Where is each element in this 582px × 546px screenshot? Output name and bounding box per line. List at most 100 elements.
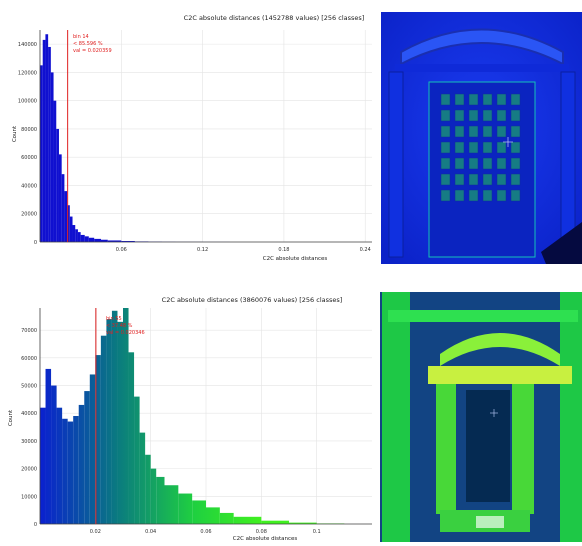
door-panel	[511, 190, 520, 201]
histogram-bar	[70, 217, 73, 242]
marker-label-bin: bin 14	[73, 34, 89, 40]
histogram-bar	[56, 129, 59, 242]
histogram-bar	[68, 422, 74, 524]
histogram-bar	[75, 229, 78, 242]
histogram-bar	[134, 397, 140, 524]
door-panel	[511, 142, 520, 153]
x-tick-label: 0.18	[278, 247, 289, 253]
y-tick-label: 20000	[21, 212, 37, 218]
door-panel	[469, 94, 478, 105]
histogram-bar	[156, 477, 164, 524]
door-panel	[455, 158, 464, 169]
point-cloud-render-doorway-blue	[381, 12, 582, 264]
histogram-2-svg: C2C absolute distances (3860076 values) …	[0, 288, 378, 542]
y-tick-label: 0	[34, 240, 37, 246]
door-panel	[469, 158, 478, 169]
x-tick-label: 0.12	[197, 247, 208, 253]
door-panel	[511, 94, 520, 105]
histogram-bar	[94, 239, 101, 242]
door-panel	[483, 158, 492, 169]
histogram-bar	[51, 72, 54, 242]
histogram-bar	[192, 500, 206, 524]
histogram-bar	[112, 311, 118, 524]
marker-label-value: val = 0.020346	[106, 330, 145, 336]
door-panel	[441, 158, 450, 169]
histogram-bar	[73, 416, 79, 524]
grid	[40, 30, 372, 242]
door-panel	[497, 174, 506, 185]
histogram-bar	[90, 374, 96, 524]
y-tick-label: 40000	[21, 183, 37, 189]
door-panel	[441, 142, 450, 153]
histogram-bar	[51, 386, 57, 524]
histogram-bar	[206, 507, 220, 524]
histogram-bar	[106, 319, 112, 524]
door-panel	[455, 142, 464, 153]
y-tick-label: 60000	[21, 155, 37, 161]
histogram-bar	[57, 408, 63, 524]
y-tick-label: 60000	[21, 356, 37, 362]
histogram-bar	[48, 47, 51, 242]
histogram-bar	[62, 174, 65, 242]
door-panel	[511, 126, 520, 137]
door-panel	[511, 110, 520, 121]
histogram-bar	[78, 232, 81, 242]
y-tick-label: 30000	[21, 439, 37, 445]
histogram-chart-2: C2C absolute distances (3860076 values) …	[0, 288, 378, 542]
histogram-bar	[101, 336, 107, 524]
histogram-bar	[234, 517, 262, 524]
histogram-bar	[62, 419, 68, 524]
histogram-bar	[178, 494, 192, 524]
chart-title: C2C absolute distances (1452788 values) …	[184, 14, 365, 22]
histogram-bar	[145, 455, 151, 524]
histogram-bar	[117, 322, 123, 524]
door-panel	[511, 174, 520, 185]
door-panel	[497, 142, 506, 153]
door-panel	[455, 110, 464, 121]
histogram-bar	[43, 40, 46, 242]
histogram-bar	[84, 391, 90, 524]
histogram-bar	[81, 235, 85, 242]
histogram-bar	[40, 65, 43, 242]
door-panel	[469, 142, 478, 153]
x-axis-label: C2C absolute distances	[263, 256, 328, 262]
histogram-bar	[123, 308, 129, 524]
door-panel	[469, 126, 478, 137]
y-tick-label: 80000	[21, 127, 37, 133]
histogram-chart-1: C2C absolute distances (1452788 values) …	[0, 0, 378, 268]
y-tick-label: 40000	[21, 411, 37, 417]
door-panel	[469, 190, 478, 201]
x-axis-label: C2C absolute distances	[233, 536, 298, 542]
door-panel	[497, 94, 506, 105]
y-axis-label: Count	[8, 409, 14, 426]
point-cloud-render-portal-green	[380, 292, 582, 542]
histogram-bar	[129, 352, 135, 524]
door-panel	[511, 158, 520, 169]
door-panel	[455, 126, 464, 137]
door-panel	[469, 110, 478, 121]
door-panel	[483, 126, 492, 137]
marker-label-percent: < 37.48 %	[106, 323, 133, 329]
x-tick-label: 0.04	[145, 529, 156, 535]
histogram-bar	[54, 101, 57, 242]
x-tick-label: 0.1	[313, 529, 321, 535]
x-tick-label: 0.06	[200, 529, 211, 535]
histogram-bar	[220, 513, 234, 524]
histogram-bar	[261, 521, 289, 524]
y-tick-label: 10000	[21, 494, 37, 500]
histogram-bar	[40, 408, 46, 524]
histogram-bar	[73, 225, 76, 242]
y-axis-label: Count	[12, 125, 18, 142]
y-tick-label: 100000	[18, 99, 37, 105]
door-panel	[441, 94, 450, 105]
histogram-bar	[165, 485, 179, 524]
door-panel	[483, 110, 492, 121]
door-panel	[483, 142, 492, 153]
x-tick-label: 0.02	[90, 529, 101, 535]
door-panel	[497, 190, 506, 201]
door-panel	[469, 174, 478, 185]
door-panel	[483, 190, 492, 201]
door-panel	[497, 126, 506, 137]
histogram-bar	[140, 433, 146, 524]
histogram-bar	[46, 369, 52, 524]
